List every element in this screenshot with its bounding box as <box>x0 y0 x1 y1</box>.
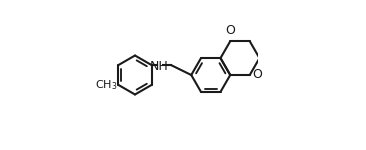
Text: O: O <box>225 24 235 37</box>
Text: O: O <box>252 69 262 81</box>
Text: CH$_3$: CH$_3$ <box>95 78 117 92</box>
Text: NH: NH <box>149 60 168 73</box>
